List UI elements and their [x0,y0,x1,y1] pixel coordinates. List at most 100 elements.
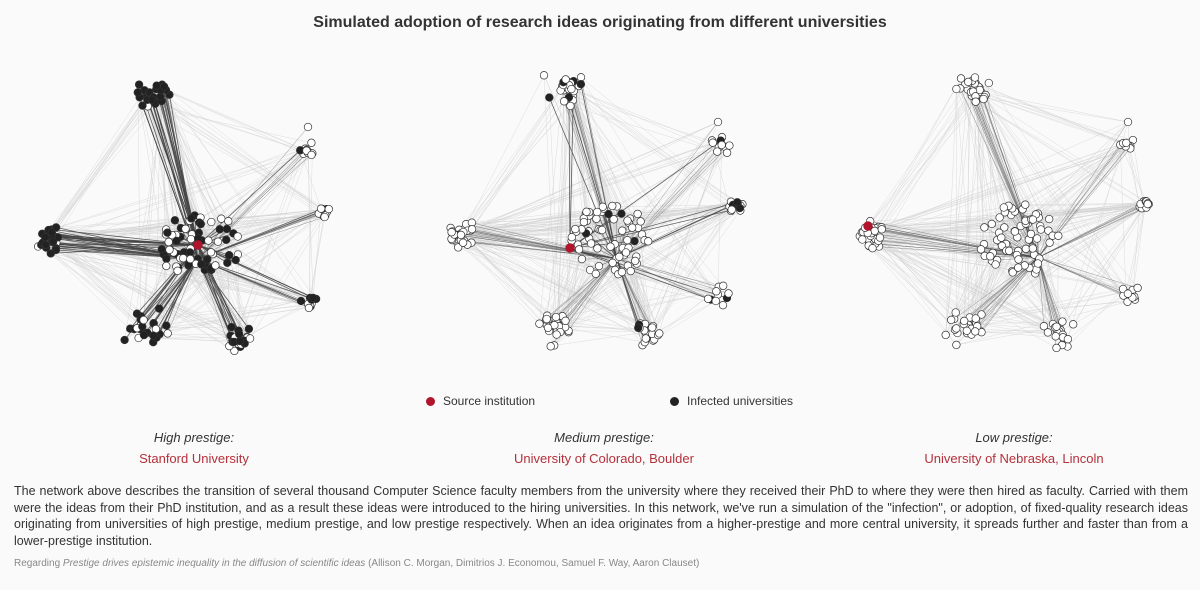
network-edge [975,82,1126,144]
infection-edge [152,258,199,336]
network-edge [627,239,719,288]
network-edge [875,96,976,229]
university-link-stanford[interactable]: Stanford University [139,451,249,466]
infection-edge [1038,201,1147,258]
university-node [1036,225,1046,234]
university-node [561,316,570,325]
university-node [567,84,576,94]
university-node [631,256,640,266]
infected-university-node [222,235,231,244]
network-edge [863,89,974,233]
infection-edge [45,236,199,246]
infection-edge [1038,203,1148,258]
university-node [868,244,877,253]
university-link-nebraska[interactable]: University of Nebraska, Lincoln [924,451,1104,466]
network-edge [546,273,596,320]
infected-university-node [215,225,224,234]
university-link-colorado[interactable]: University of Colorado, Boulder [514,451,694,466]
university-node [542,314,551,324]
network-edge [45,97,154,238]
description-text: The network above describes the transiti… [14,484,1188,548]
infection-edge [463,231,617,259]
university-node [1069,320,1078,329]
university-node [1052,322,1061,331]
infection-edge [616,220,628,259]
network-edge [639,121,719,329]
infected-university-node [138,101,147,110]
network-edge [868,245,970,318]
network-edge [464,100,574,230]
university-node [245,334,255,343]
network-edge [875,239,976,319]
network-edge [1032,248,1127,294]
infection-edge [568,97,571,249]
network-edge [163,86,323,214]
network-edge [1012,144,1121,209]
university-node [618,226,627,235]
infected-university-node [630,236,639,246]
network-edge [881,229,1063,346]
infection-edge [563,101,617,259]
network-edge [869,148,1131,234]
network-edge [539,84,564,324]
infected-university-node [308,293,318,303]
network-edge [543,75,557,318]
infection-edges [41,77,1148,348]
university-node [1028,244,1037,253]
university-node [1033,259,1043,268]
infected-university-node [152,81,161,90]
network-edge [978,94,1126,146]
university-node [1028,215,1038,224]
infected-university-node [296,296,306,306]
network-edge [652,144,722,327]
network-edge [52,96,147,243]
university-node [163,329,172,338]
university-node [1058,317,1067,326]
network-edge [49,238,154,324]
network-edge [232,148,306,343]
university-node [179,254,188,263]
university-node [571,224,580,234]
network-edge [48,89,157,231]
network-edge [190,153,304,249]
network-edge [56,242,142,328]
university-node [970,73,980,82]
network-edge [572,95,722,146]
university-node [1010,227,1020,236]
university-node [608,258,617,267]
network-edge [546,203,743,320]
network-edge [156,85,307,151]
network-edge [570,83,600,267]
university-node [1123,117,1133,127]
network-edge [971,328,1058,333]
network-edge [981,91,1127,144]
university-node [644,237,653,246]
infection-edge [197,244,314,299]
figure-title: Simulated adoption of research ideas ori… [313,14,887,31]
university-node [598,202,607,211]
network-edge [642,202,738,346]
prestige-label: Low prestige: [975,430,1053,445]
legend-infected-label: Infected universities [687,394,794,408]
network-edge [458,146,725,236]
university-node [164,237,173,247]
infection-edge [616,201,732,259]
network-edge [881,220,1026,230]
infection-edge [568,258,617,331]
university-node [593,244,602,253]
university-node [725,141,734,150]
network-edge [601,211,719,295]
infection-edge [573,91,617,259]
network-edge [972,89,1149,205]
university-node [217,214,226,223]
network-edge [972,80,1138,289]
network-edge [563,84,719,148]
network-edge [547,210,741,329]
university-node [952,340,961,350]
network-edge [567,84,730,207]
infection-edge [1038,207,1147,258]
university-node [964,77,973,87]
university-node [186,254,195,264]
reference-authors: (Allison C. Morgan, Dimitrios J. Economo… [365,558,700,569]
network-edge [45,96,147,238]
